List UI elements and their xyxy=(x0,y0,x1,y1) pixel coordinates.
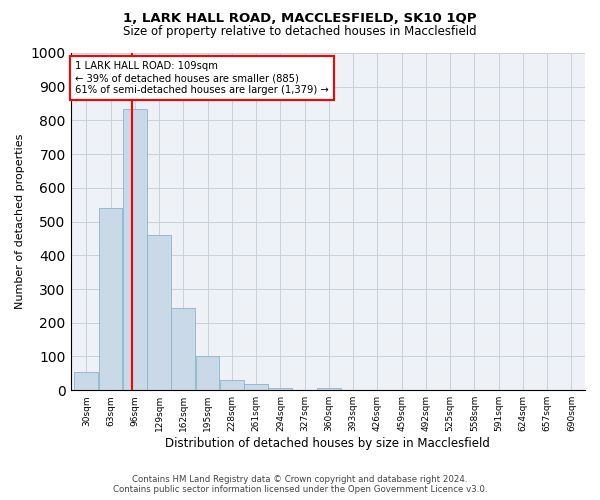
Text: Contains HM Land Registry data © Crown copyright and database right 2024.
Contai: Contains HM Land Registry data © Crown c… xyxy=(113,474,487,494)
Bar xyxy=(317,388,341,390)
Bar xyxy=(123,108,147,390)
Bar xyxy=(196,356,220,390)
Text: 1 LARK HALL ROAD: 109sqm
← 39% of detached houses are smaller (885)
61% of semi-: 1 LARK HALL ROAD: 109sqm ← 39% of detach… xyxy=(75,62,329,94)
Bar xyxy=(74,372,98,390)
Bar xyxy=(220,380,244,390)
X-axis label: Distribution of detached houses by size in Macclesfield: Distribution of detached houses by size … xyxy=(166,437,490,450)
Bar xyxy=(99,208,122,390)
Text: Size of property relative to detached houses in Macclesfield: Size of property relative to detached ho… xyxy=(123,25,477,38)
Bar xyxy=(147,235,171,390)
Bar xyxy=(244,384,268,390)
Y-axis label: Number of detached properties: Number of detached properties xyxy=(15,134,25,310)
Text: 1, LARK HALL ROAD, MACCLESFIELD, SK10 1QP: 1, LARK HALL ROAD, MACCLESFIELD, SK10 1Q… xyxy=(123,12,477,26)
Bar xyxy=(172,308,195,390)
Bar xyxy=(268,388,292,390)
